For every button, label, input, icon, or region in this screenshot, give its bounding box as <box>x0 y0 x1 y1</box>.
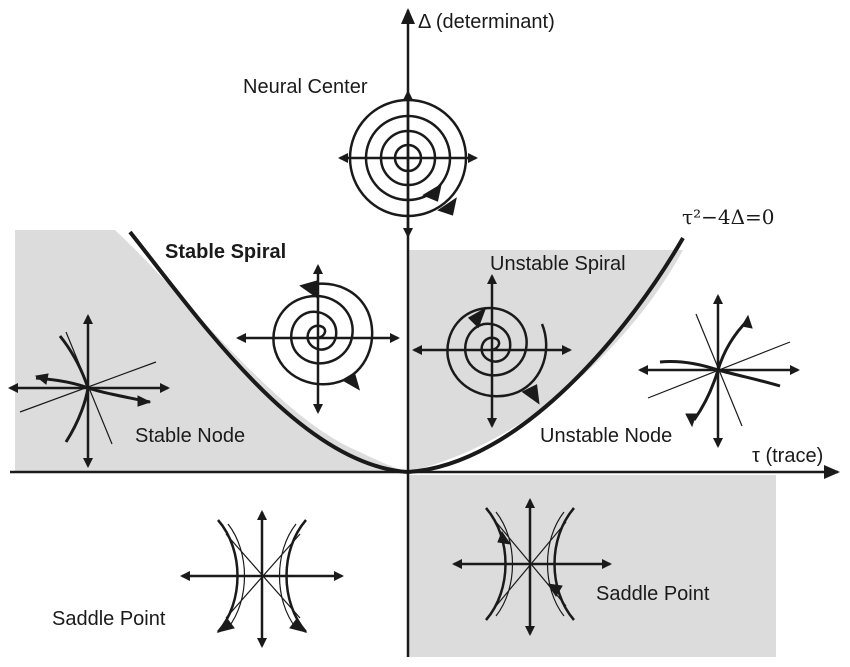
label-unstable-node: Unstable Node <box>540 425 672 447</box>
label-saddle-right: Saddle Point <box>596 583 710 605</box>
label-unstable-spiral: Unstable Spiral <box>490 253 626 275</box>
unstable-node-portrait <box>640 296 798 446</box>
label-neutral-center: Neural Center <box>243 76 368 98</box>
saddle-right-shade <box>408 475 776 657</box>
y-axis-label: Δ (determinant) <box>418 11 555 33</box>
saddle-left-portrait <box>182 512 342 646</box>
label-saddle-left: Saddle Point <box>52 608 166 630</box>
center-phase-portrait <box>340 92 476 236</box>
x-axis-label: τ (trace) <box>752 445 823 467</box>
curve-label: τ²−4Δ=0 <box>682 205 775 229</box>
label-stable-node: Stable Node <box>135 425 245 447</box>
label-stable-spiral: Stable Spiral <box>165 241 286 263</box>
